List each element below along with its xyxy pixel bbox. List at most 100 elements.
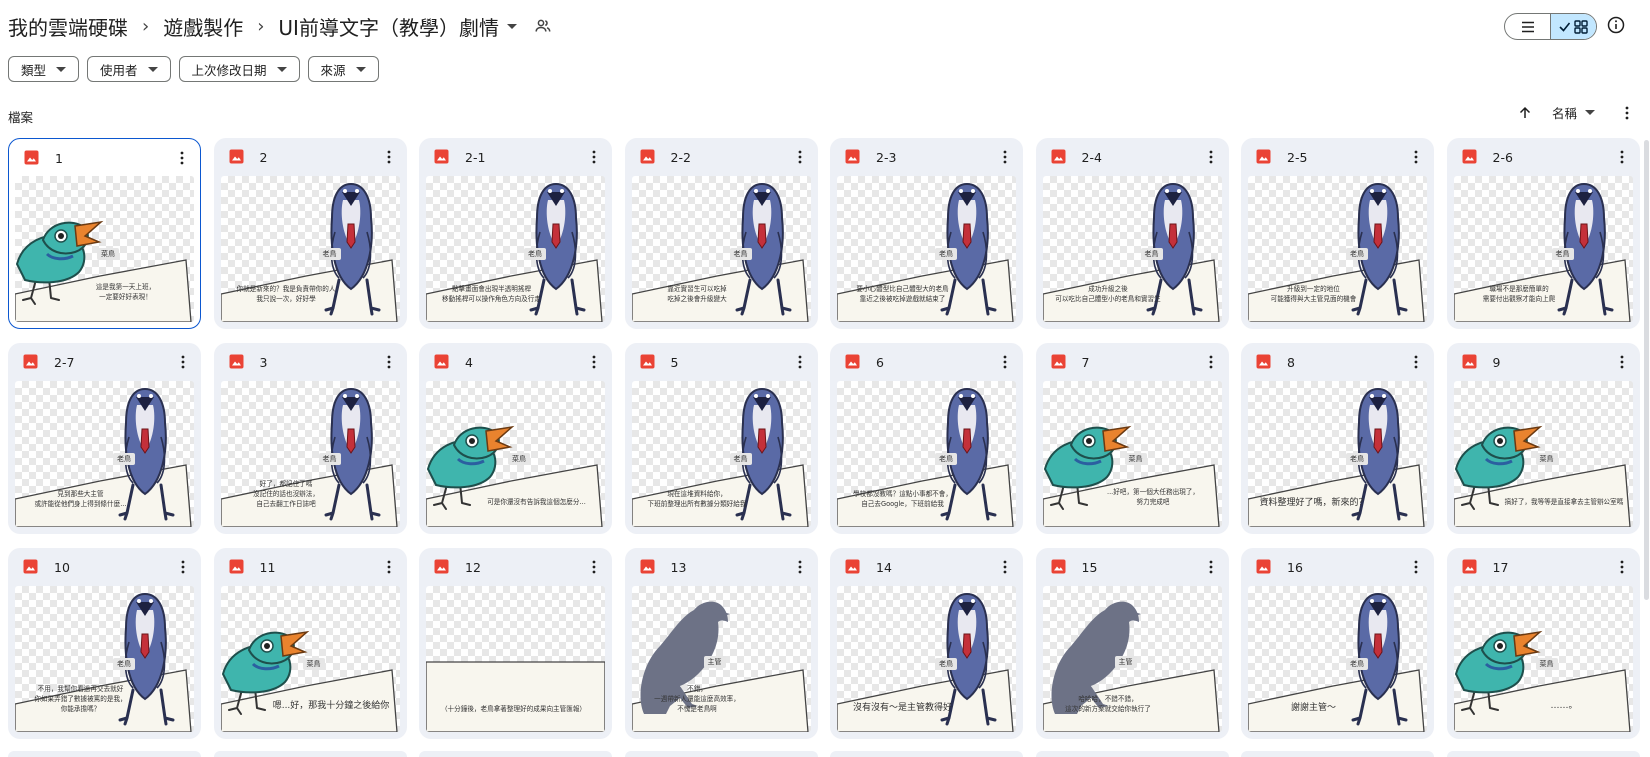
filter-type-chip[interactable]: 類型 xyxy=(8,56,80,82)
more-vert-icon[interactable] xyxy=(586,149,602,165)
thumbnail-illustration xyxy=(837,387,1014,527)
dialog-text: （十分鐘後，老鳥拿著整理好的成果向主管匯報） xyxy=(440,705,587,713)
file-thumbnail[interactable]: 老鳥 成功升級之後 可以吃比自己體型小的老鳥和實習生 xyxy=(1042,176,1222,322)
file-thumbnail[interactable]: 老鳥 現在這堆資料給你， 下班前整理出所有數據分類好給我 xyxy=(631,381,811,527)
more-vert-icon[interactable] xyxy=(1203,559,1219,575)
more-vert-icon[interactable] xyxy=(1408,354,1424,370)
more-vert-icon[interactable] xyxy=(1625,106,1629,120)
info-icon[interactable] xyxy=(1606,15,1626,35)
scrollbar[interactable] xyxy=(1644,140,1649,600)
file-thumbnail[interactable]: 菜鳥 這是我第一天上班， 一定要好好表現！ xyxy=(15,176,194,322)
more-vert-icon[interactable] xyxy=(175,559,191,575)
file-thumbnail[interactable]: 老鳥 升級到一定的地位 可能獲得與大主管見面的機會 xyxy=(1248,176,1427,322)
file-card[interactable]: 2 老鳥 你就是新來的？我是負責帶你的人 我只說一次，好好學 xyxy=(213,138,407,329)
file-thumbnail[interactable]: 老鳥 謝謝主管～ xyxy=(1248,586,1427,732)
file-card[interactable]: 4 菜鳥 可是你還沒有告訴我這個怎麼分... xyxy=(419,343,612,534)
more-vert-icon[interactable] xyxy=(997,559,1013,575)
view-toggle xyxy=(1504,13,1597,40)
file-card[interactable]: 2-1 老鳥 點擊畫面會出現半透明搖桿 移動搖桿可以操作角色方向及行走 xyxy=(419,138,612,329)
file-name: 9 xyxy=(1492,355,1501,370)
file-thumbnail[interactable]: 老鳥 見到那些大主管 或許能從他們身上得到條什麼... xyxy=(15,381,194,527)
file-card[interactable]: 7 菜鳥 ...好吧，第一個大任務出現了， 努力完成吧 xyxy=(1035,343,1229,534)
more-vert-icon[interactable] xyxy=(1203,149,1219,165)
more-vert-icon[interactable] xyxy=(1203,354,1219,370)
dialog-text: 你就是新來的？我是負責帶你的人 我只說一次，好好學 xyxy=(236,285,336,303)
file-thumbnail[interactable]: 主管 哈哈哈，不錯不錯， 這次的新方案就交給你執行了 xyxy=(1042,586,1222,732)
more-vert-icon[interactable] xyxy=(792,149,808,165)
file-thumbnail[interactable]: 老鳥 學校都沒教嗎？這點小事都不會， 自己去Google，下班前給我 xyxy=(837,381,1016,527)
more-vert-icon[interactable] xyxy=(381,354,397,370)
file-card[interactable]: 9 菜鳥 搞好了，我等等是直接拿去主管辦公室嗎 xyxy=(1446,343,1640,534)
list-view-icon[interactable] xyxy=(1505,14,1550,39)
file-card[interactable]: 12 （十分鐘後，老鳥拿著整理好的成果向主管匯報） xyxy=(419,548,612,739)
speaker-tag: 菜鳥 xyxy=(97,248,119,260)
file-card[interactable]: 16 老鳥 謝謝主管～ xyxy=(1241,548,1434,739)
more-vert-icon[interactable] xyxy=(381,559,397,575)
file-card[interactable]: 2-3 老鳥 要小心體型比自己體型大的老鳥 靠近之後被吃掉遊戲就結束了 xyxy=(830,138,1023,329)
more-vert-icon[interactable] xyxy=(997,354,1013,370)
file-thumbnail[interactable]: 老鳥 靠近實習生可以吃掉 吃掉之後會升級變大 xyxy=(631,176,811,322)
file-thumbnail[interactable]: 老鳥 要小心體型比自己體型大的老鳥 靠近之後被吃掉遊戲就結束了 xyxy=(837,176,1016,322)
more-vert-icon[interactable] xyxy=(1408,559,1424,575)
file-thumbnail[interactable]: 老鳥 好了，都記住了嗎 沒記住的話也沒辦法， 自己去翻工作日誌吧 xyxy=(220,381,400,527)
file-thumbnail[interactable]: 菜鳥 搞好了，我等等是直接拿去主管辦公室嗎 xyxy=(1453,381,1633,527)
thumbnail-illustration xyxy=(1248,592,1425,732)
file-card[interactable]: 17 菜鳥 ……。 xyxy=(1446,548,1640,739)
file-card[interactable]: 2-5 老鳥 升級到一定的地位 可能獲得與大主管見面的機會 xyxy=(1241,138,1434,329)
file-card[interactable]: 8 老鳥 資料整理好了嗎，新來的？ xyxy=(1241,343,1434,534)
more-vert-icon[interactable] xyxy=(792,559,808,575)
file-thumbnail[interactable]: 老鳥 職場不是那麼簡單的 需要付出觀察才能向上爬 xyxy=(1453,176,1633,322)
file-card[interactable]: 2-6 老鳥 職場不是那麼簡單的 需要付出觀察才能向上爬 xyxy=(1446,138,1640,329)
file-card[interactable]: 3 老鳥 好了，都記住了嗎 沒記住的話也沒辦法， 自己去翻工作日誌吧 xyxy=(213,343,407,534)
grid-view-button[interactable] xyxy=(1550,14,1596,39)
more-vert-icon[interactable] xyxy=(1408,149,1424,165)
arrow-up-icon[interactable] xyxy=(1514,106,1536,119)
chevron-down-icon[interactable] xyxy=(506,23,517,29)
more-vert-icon[interactable] xyxy=(175,354,191,370)
breadcrumb-root[interactable]: 我的雲端硬碟 xyxy=(8,15,128,40)
file-thumbnail[interactable]: 菜鳥 可是你還沒有告訴我這個怎麼分... xyxy=(426,381,605,527)
filter-modified-chip[interactable]: 上次修改日期 xyxy=(178,56,300,82)
file-card[interactable]: 2-7 老鳥 見到那些大主管 或許能從他們身上得到條什麼... xyxy=(8,343,201,534)
file-card[interactable]: 13 主管 不錯， 一週帶新人還能這麼高效率， 不愧是老鳥啊 xyxy=(624,548,818,739)
file-card[interactable]: 2-4 老鳥 成功升級之後 可以吃比自己體型小的老鳥和實習生 xyxy=(1035,138,1229,329)
file-card[interactable]: 5 老鳥 現在這堆資料給你， 下班前整理出所有數據分類好給我 xyxy=(624,343,818,534)
file-thumbnail[interactable]: 老鳥 不用，我幫你看過再交去就好 你如果弄錯了數據被罵的是我， 你能承擔嗎？ xyxy=(15,586,194,732)
speaker-tag: 老鳥 xyxy=(113,658,135,670)
more-vert-icon[interactable] xyxy=(997,149,1013,165)
file-card[interactable]: 2-2 老鳥 靠近實習生可以吃掉 吃掉之後會升級變大 xyxy=(624,138,818,329)
file-thumbnail[interactable]: 老鳥 點擊畫面會出現半透明搖桿 移動搖桿可以操作角色方向及行走 xyxy=(426,176,605,322)
file-thumbnail[interactable]: （十分鐘後，老鳥拿著整理好的成果向主管匯報） xyxy=(426,586,605,732)
more-vert-icon[interactable] xyxy=(1614,149,1630,165)
shared-people-icon[interactable] xyxy=(535,19,551,33)
file-thumbnail[interactable]: 菜鳥 ……。 xyxy=(1453,586,1633,732)
file-card[interactable]: 10 老鳥 不用，我幫你看過再交去就好 你如果弄錯了數據被罵的是我， 你能承擔嗎？ xyxy=(8,548,201,739)
file-thumbnail[interactable]: 主管 不錯， 一週帶新人還能這麼高效率， 不愧是老鳥啊 xyxy=(631,586,811,732)
more-vert-icon[interactable] xyxy=(1614,354,1630,370)
file-thumbnail[interactable]: 老鳥 你就是新來的？我是負責帶你的人 我只說一次，好好學 xyxy=(220,176,400,322)
more-vert-icon[interactable] xyxy=(381,149,397,165)
dialog-text: ……。 xyxy=(1550,701,1578,711)
file-card[interactable]: 15 主管 哈哈哈，不錯不錯， 這次的新方案就交給你執行了 xyxy=(1035,548,1229,739)
more-vert-icon[interactable] xyxy=(586,559,602,575)
filter-people-chip[interactable]: 使用者 xyxy=(87,56,171,82)
filter-source-chip[interactable]: 來源 xyxy=(307,56,379,82)
sort-by-name-button[interactable]: 名稱 xyxy=(1552,103,1596,122)
file-card[interactable]: 6 老鳥 學校都沒教嗎？這點小事都不會， 自己去Google，下班前給我 xyxy=(830,343,1023,534)
more-vert-icon[interactable] xyxy=(586,354,602,370)
more-vert-icon[interactable] xyxy=(174,150,190,166)
more-vert-icon[interactable] xyxy=(792,354,808,370)
file-thumbnail[interactable]: 菜鳥 ...好吧，第一個大任務出現了， 努力完成吧 xyxy=(1042,381,1222,527)
file-thumbnail[interactable]: 老鳥 沒有沒有～是主管教得好 xyxy=(837,586,1016,732)
file-card[interactable]: 14 老鳥 沒有沒有～是主管教得好 xyxy=(830,548,1023,739)
file-thumbnail[interactable]: 老鳥 資料整理好了嗎，新來的？ xyxy=(1248,381,1427,527)
image-file-icon xyxy=(229,559,244,574)
breadcrumb-folder[interactable]: 遊戲製作 xyxy=(163,15,244,40)
more-vert-icon[interactable] xyxy=(1614,559,1630,575)
file-card[interactable]: 1 菜鳥 這是我第一天上班， 一定要好好表現！ xyxy=(8,138,201,329)
file-thumbnail[interactable]: 菜鳥 嗯...好，那我十分鐘之後給你 xyxy=(220,586,400,732)
breadcrumb-current[interactable]: UI前導文字（教學）劇情 xyxy=(278,15,499,40)
image-file-icon xyxy=(24,150,39,165)
dialog-text: 見到那些大主管 或許能從他們身上得到條什麼... xyxy=(34,490,127,508)
file-card[interactable]: 11 菜鳥 嗯...好，那我十分鐘之後給你 xyxy=(213,548,407,739)
